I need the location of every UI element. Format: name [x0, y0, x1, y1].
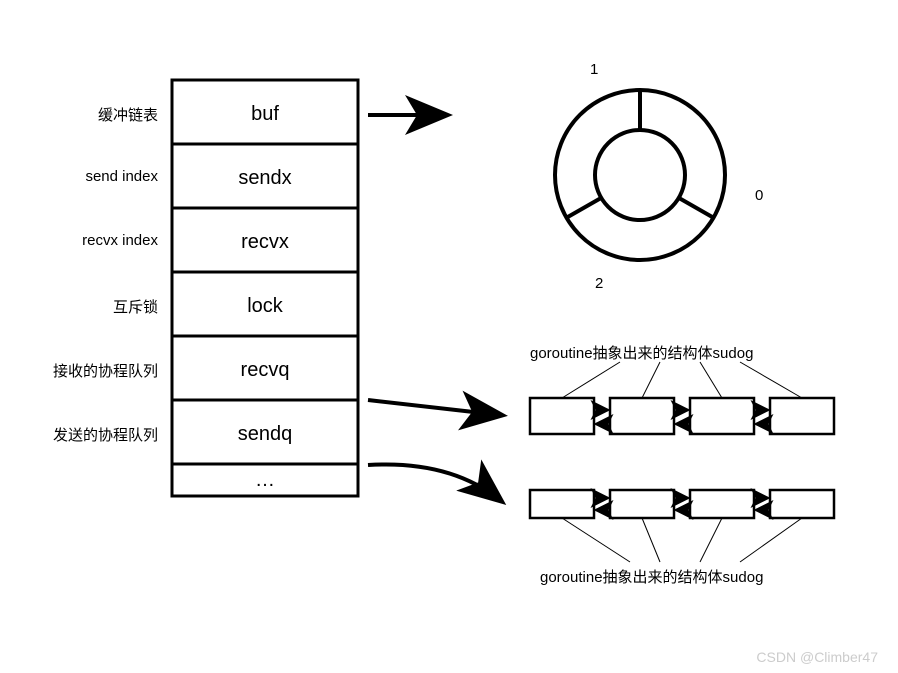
watermark: CSDN @Climber47 [756, 649, 878, 665]
cell-recvq: recvq [241, 359, 290, 381]
cell-ellipsis: … [255, 469, 275, 491]
cell-buf: buf [251, 103, 279, 125]
cell-sendq: sendq [238, 423, 293, 445]
ring-label-2: 2 [595, 275, 603, 292]
ring-label-0: 0 [755, 187, 763, 204]
ring-label-1: 1 [590, 61, 598, 78]
recvq-list [530, 362, 834, 434]
label-sendx: send index [38, 168, 158, 185]
cell-recvx: recvx [241, 231, 289, 253]
cell-lock: lock [247, 295, 284, 317]
label-sendq: 发送的协程队列 [38, 424, 158, 445]
cell-sendx: sendx [238, 167, 291, 189]
label-lock: 互斥锁 [38, 296, 158, 317]
label-recvq: 接收的协程队列 [38, 360, 158, 381]
sudog-label-top: goroutine抽象出来的结构体sudog [530, 342, 753, 363]
label-recvx: recvx index [38, 232, 158, 249]
struct-arrows [368, 115, 500, 500]
struct-table: buf sendx recvx lock recvq sendq … [172, 80, 358, 496]
sudog-label-bottom: goroutine抽象出来的结构体sudog [540, 566, 763, 587]
label-buf: 缓冲链表 [38, 104, 158, 125]
ring-buffer: 1 0 2 [555, 61, 763, 292]
sendq-list [530, 490, 834, 562]
